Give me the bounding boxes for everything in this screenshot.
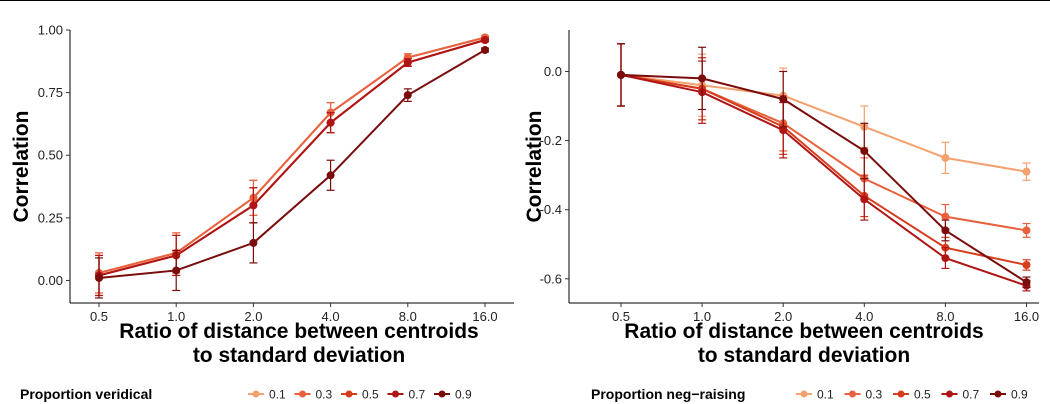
legend-label: 0.9 (455, 388, 472, 402)
x-tick-label: 0.5 (612, 309, 630, 324)
x-axis-title-line1: Ratio of distance between centroids (119, 320, 478, 343)
legend-key-dot (345, 390, 353, 398)
legend-label: 0.1 (269, 388, 286, 402)
data-point (172, 266, 181, 275)
y-tick-label: 0.75 (38, 85, 63, 100)
x-tick-label: 4.0 (855, 309, 873, 324)
data-point (481, 36, 489, 45)
data-point (326, 118, 335, 127)
series-line (98, 49, 486, 279)
y-tick-label: -0.2 (540, 133, 562, 148)
series-line (98, 36, 486, 274)
legend-key-dot (897, 390, 905, 398)
legend-label: 0.1 (817, 388, 834, 402)
series-line (98, 39, 486, 277)
legend-key-dot (946, 390, 953, 398)
data-point (779, 126, 788, 135)
legend-title: Proportion veridical (20, 386, 152, 402)
data-point (1022, 167, 1031, 176)
x-tick-label: 2.0 (774, 309, 792, 324)
data-point (860, 146, 869, 155)
x-tick-label: 16.0 (472, 309, 497, 324)
y-tick-label: 1.00 (38, 23, 63, 38)
data-point (403, 58, 412, 67)
legend-key-dot (438, 390, 446, 398)
data-point (779, 95, 788, 104)
x-axis-title-line1: Ratio of distance between centroids (624, 320, 983, 343)
data-point (403, 91, 412, 100)
chart-left: 0.00 0.25 0.50 0.75 1.00 0.5 1.0 2.0 4.0 8.0 16.0 C… (10, 23, 514, 402)
y-tick-label: -0.4 (540, 202, 562, 217)
y-tick-label: 0.25 (38, 210, 63, 225)
legend-label: 0.7 (409, 388, 426, 402)
legend-label: 0.7 (963, 388, 980, 402)
data-point (698, 74, 707, 83)
y-axis-title: Correlation (10, 110, 33, 222)
top-rule (0, 0, 1050, 1)
data-point (1022, 278, 1031, 287)
legend-key-dot (800, 390, 808, 398)
data-point (941, 226, 950, 235)
data-point (326, 171, 335, 180)
legend-label: 0.3 (866, 388, 883, 402)
legend-label: 0.3 (316, 388, 333, 402)
x-axis-title-line2: to standard deviation (698, 344, 910, 367)
legend-title: Proportion neg−raising (591, 386, 745, 402)
legend-key-dot (392, 390, 399, 398)
legend-label: 0.9 (1011, 388, 1028, 402)
data-point (617, 70, 625, 79)
y-tick-label: 0.50 (38, 148, 63, 163)
x-tick-label: 2.0 (244, 309, 262, 324)
x-tick-label: 16.0 (1014, 309, 1039, 324)
x-tick-label: 8.0 (936, 309, 954, 324)
series-line (620, 73, 1028, 284)
x-tick-label: 0.5 (90, 309, 108, 324)
x-axis-title-line2: to standard deviation (193, 344, 405, 367)
series-line (620, 73, 1027, 287)
chart-right: -0.6 -0.4 -0.2 0.0 0.5 1.0 2.0 4.0 8.0 16.0 Correl… (525, 30, 1039, 402)
data-point (941, 153, 950, 162)
x-tick-label: 1.0 (693, 309, 711, 324)
legend-label: 0.5 (914, 388, 931, 402)
legend-key-dot (994, 390, 1002, 398)
legend-key-dot (849, 390, 856, 398)
data-point (481, 46, 489, 55)
x-tick-label: 1.0 (167, 309, 185, 324)
x-tick-label: 8.0 (399, 309, 417, 324)
data-point (249, 238, 258, 247)
series-line (98, 39, 486, 277)
legend-key-dot (252, 390, 260, 398)
data-point (941, 212, 950, 221)
y-tick-label: 0.00 (38, 273, 63, 288)
y-axis-title: Correlation (525, 110, 546, 222)
data-point (860, 195, 869, 204)
x-tick-label: 4.0 (322, 309, 340, 324)
data-point (95, 273, 103, 282)
data-point (1022, 260, 1031, 269)
data-point (941, 254, 950, 263)
series-line (620, 73, 1027, 232)
series-line (620, 73, 1027, 173)
y-tick-label: -0.6 (540, 271, 562, 286)
data-point (249, 201, 258, 210)
legend-key-dot (299, 390, 306, 398)
data-point (1022, 226, 1031, 235)
series-line (620, 73, 1027, 266)
y-tick-label: 0.0 (544, 64, 562, 79)
legend-label: 0.5 (362, 388, 379, 402)
